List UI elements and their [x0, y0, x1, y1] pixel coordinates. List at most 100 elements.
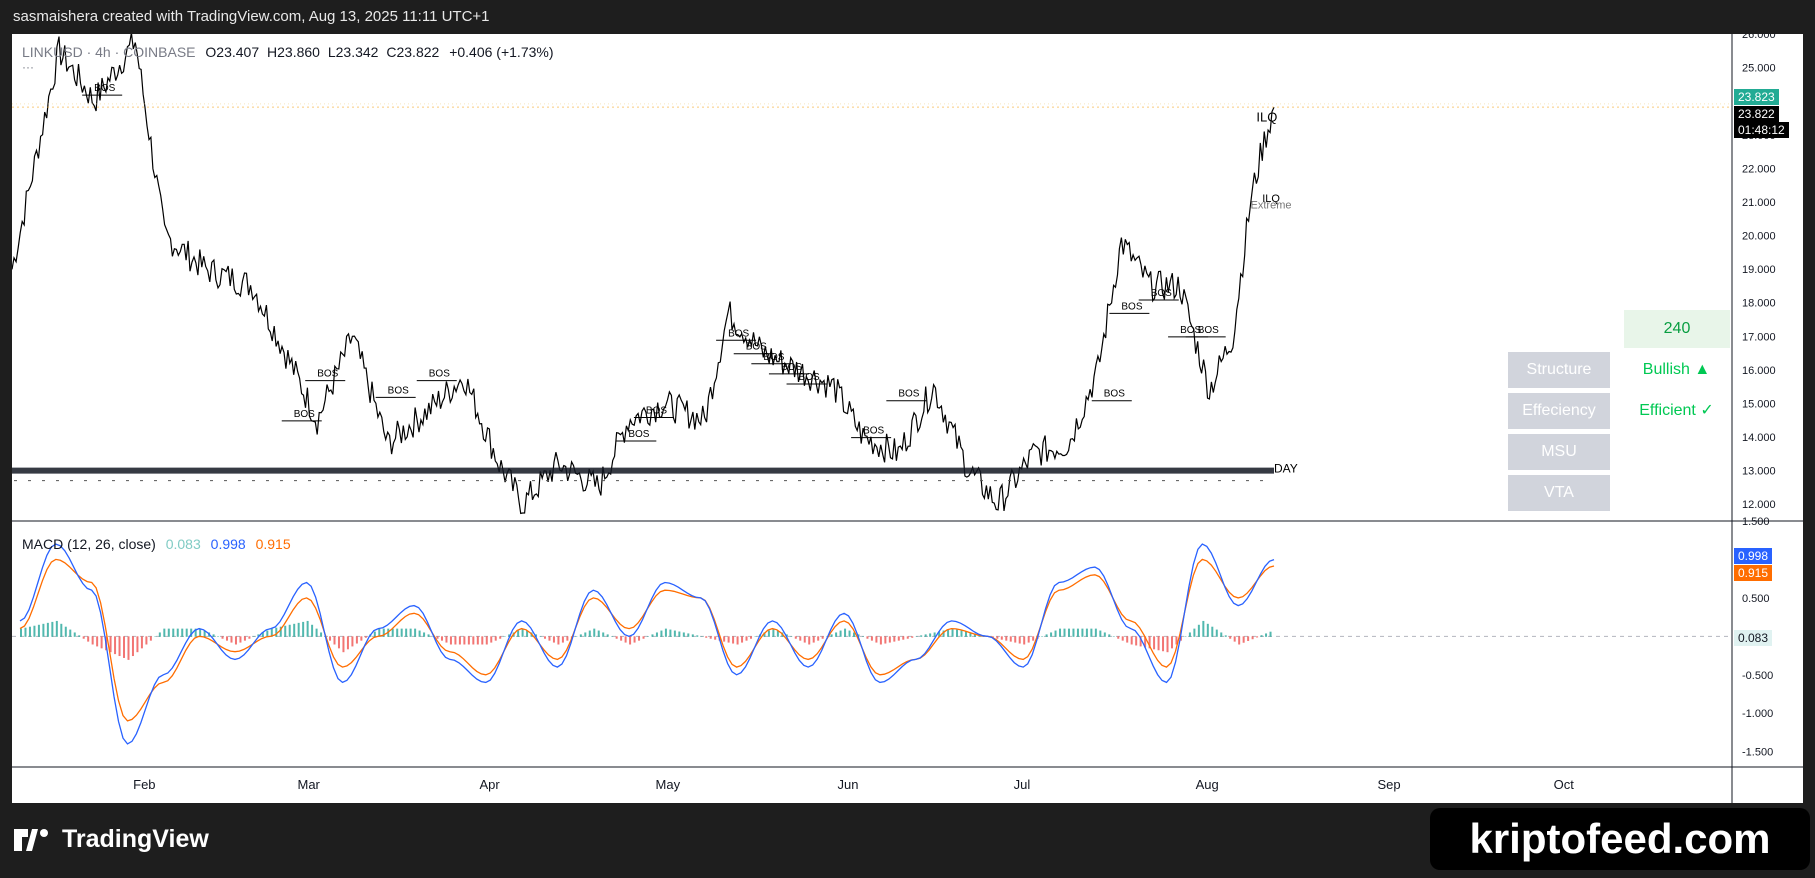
macd-hist-bar [543, 636, 546, 639]
macd-hist-bar [427, 634, 430, 637]
open-label: O [205, 44, 217, 60]
low-label: L [327, 44, 336, 60]
macd-hist-bar [593, 628, 596, 637]
bos-label: BOS [763, 352, 784, 363]
macd-hist-bar [458, 636, 461, 645]
macd-hist-bar [199, 628, 202, 637]
macd-hist-bar [154, 636, 157, 637]
macd-hist-bar [275, 627, 278, 637]
macd-hist-bar [763, 632, 766, 637]
macd-legend[interactable]: MACD (12, 26, close) 0.083 0.998 0.915 [22, 536, 291, 552]
macd-hist-bar [942, 630, 945, 637]
macd-hist-bar [1170, 636, 1173, 649]
macd-hist-bar [539, 636, 542, 637]
symbol-name[interactable]: LINKUSD · 4h · COINBASE [22, 44, 196, 60]
ilq-label: ILQ [1256, 109, 1277, 124]
macd-hist-bar [1166, 636, 1169, 653]
macd-hist-bar [1014, 636, 1017, 643]
macd-hist-bar [472, 636, 475, 645]
ilq-label: ILQ [1262, 193, 1280, 205]
macd-hist-bar [414, 628, 417, 637]
macd-hist-bar [969, 632, 972, 637]
tradingview-logo[interactable]: TradingView [14, 825, 209, 854]
chart-frame[interactable]: BOS BOS BOS BOS BOS BOS BOS BOS BOS BOS BOS BOS BOS B… [12, 34, 1803, 803]
symbol-legend[interactable]: LINKUSD · 4h · COINBASE O23.407 H23.860 … [22, 44, 554, 74]
price-tick: 22.000 [1742, 163, 1776, 175]
macd-hist-bar [127, 636, 130, 660]
macd-hist-bar [691, 634, 694, 637]
macd-hist-bar [1202, 620, 1205, 637]
macd-hist-bar [812, 636, 815, 643]
macd-hist-bar [754, 636, 757, 637]
macd-hist-bar [552, 636, 555, 643]
macd-hist-bar [1162, 636, 1165, 652]
bos-label: BOS [1104, 389, 1125, 400]
macd-signal-line [19, 558, 1275, 722]
macd-hist-bar [418, 630, 421, 637]
macd-hist-bar [1054, 630, 1057, 637]
bos-label: BOS [728, 328, 749, 339]
macd-hist-bar [243, 636, 246, 641]
price-tick: 14.000 [1742, 432, 1776, 444]
macd-hist-bar [203, 630, 206, 637]
macd-hist-bar [933, 632, 936, 637]
bos-label: BOS [781, 362, 802, 373]
macd-hist-bar [848, 630, 851, 637]
macd-hist-bar [584, 632, 587, 637]
macd-tick: 1.500 [1742, 516, 1770, 528]
macd-hist-bar [1256, 636, 1259, 638]
bos-label: BOS [628, 429, 649, 440]
macd-hist-bar [46, 622, 49, 637]
macd-hist-bar [714, 636, 717, 640]
price-tick: 18.000 [1742, 298, 1776, 310]
macd-hist-bar [844, 628, 847, 637]
timeframe-cell: 240 [1624, 310, 1730, 348]
macd-hist-bar [158, 632, 161, 637]
macd-hist-bar [315, 628, 318, 637]
vta-value [1624, 475, 1729, 511]
macd-hist-bar [1032, 636, 1035, 641]
macd-hist-bar [709, 636, 712, 639]
macd-hist-bar [123, 636, 126, 658]
macd-hist-bar [212, 634, 215, 637]
macd-hist-bar [1247, 636, 1250, 641]
macd-hist-bar [673, 630, 676, 637]
bos-label: BOS [388, 385, 409, 396]
macd-line-value: 0.998 [210, 536, 246, 552]
macd-hist-bar [732, 636, 735, 644]
macd-hist-bar [266, 630, 269, 637]
macd-hist-bar [391, 628, 394, 637]
macd-hist-bar [163, 628, 166, 637]
macd-hist-bar [1094, 628, 1097, 637]
level-band [12, 467, 1274, 474]
macd-hist-bar [279, 626, 282, 637]
macd-hist-bar [293, 623, 296, 637]
extreme-label: Extreme [1251, 200, 1292, 212]
macd-hist-bar [306, 620, 309, 637]
macd-hist-bar [1108, 634, 1111, 637]
macd-hist-bar [1215, 629, 1218, 637]
macd-hist-bar [1153, 636, 1156, 650]
macd-hist-bar [28, 626, 31, 637]
macd-hist-bar [624, 636, 627, 643]
macd-hist-bar [239, 636, 242, 643]
current-price-tag: 23.822 [1734, 106, 1779, 122]
macd-hist-bar [951, 628, 954, 637]
macd-hist-bar [664, 628, 667, 637]
time-tick: Apr [479, 777, 500, 792]
macd-hist-bar [1103, 632, 1106, 637]
macd-hist-bar [33, 625, 36, 637]
macd-hist-bar [508, 634, 511, 637]
macd-hist-bar [799, 636, 802, 641]
chart-svg[interactable]: BOSBOSBOSBOSBOSBOSBOSBOSBOSBOSBOSBOSBOSB… [12, 34, 1803, 803]
legend-more-icon[interactable]: ··· [22, 60, 34, 74]
macd-hist-bar [284, 625, 287, 637]
macd-hist-bar [655, 632, 658, 637]
macd-hist-bar [333, 636, 336, 645]
macd-hist-bar [727, 636, 730, 643]
macd-hist-bar [893, 636, 896, 642]
macd-hist-bar [821, 636, 824, 639]
macd-label[interactable]: MACD (12, 26, close) [22, 536, 156, 552]
bos-label: BOS [646, 406, 667, 417]
macd-hist-bar [1050, 632, 1053, 637]
